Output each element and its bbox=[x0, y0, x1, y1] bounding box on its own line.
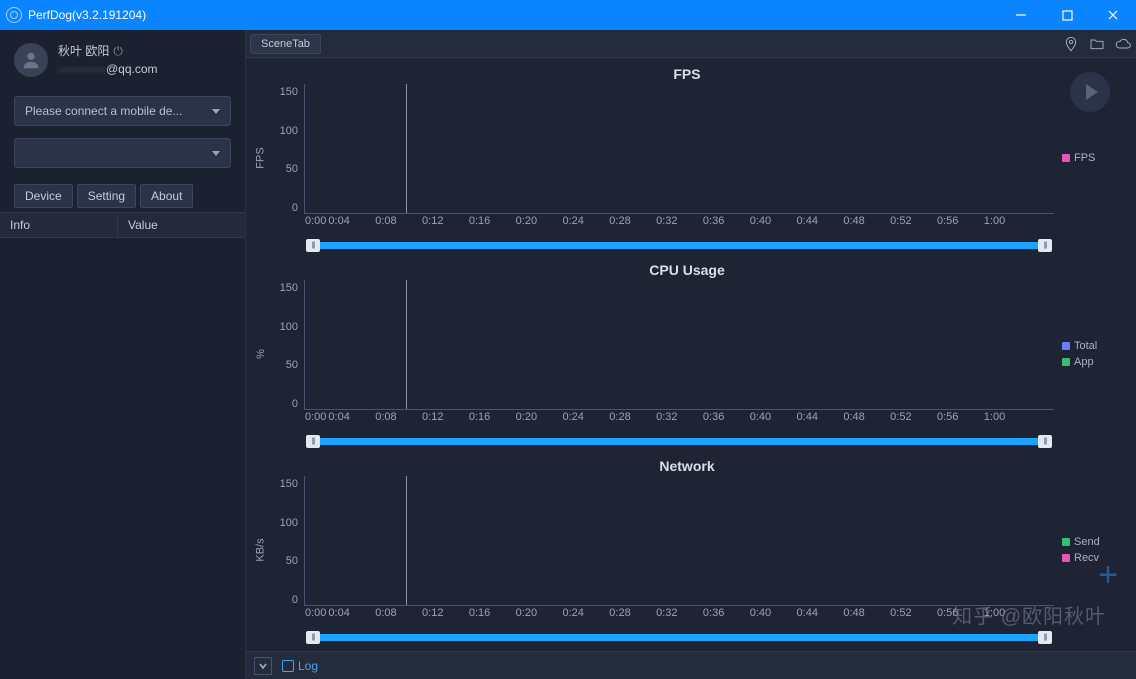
chart-net-legend: Send Recv bbox=[1054, 476, 1124, 624]
cloud-icon[interactable] bbox=[1110, 30, 1136, 58]
chevron-down-icon bbox=[212, 109, 220, 114]
log-checkbox[interactable]: Log bbox=[282, 659, 318, 673]
app-icon bbox=[6, 7, 22, 23]
col-info: Info bbox=[0, 213, 118, 237]
legend-item[interactable]: FPS bbox=[1062, 152, 1124, 164]
main-panel: SceneTab FPS FPS 150100500 0:000:0 bbox=[246, 30, 1136, 679]
chart-net-xticks: 0:000:040:080:120:160:200:240:280:320:36… bbox=[305, 607, 1054, 623]
chart-net-title: Network bbox=[250, 454, 1124, 476]
sidebar: 秋叶 欧阳 ⏻ ————@qq.com Please connect a mobi… bbox=[0, 30, 246, 679]
legend-item[interactable]: App bbox=[1062, 356, 1124, 368]
playhead[interactable] bbox=[406, 84, 407, 213]
chart-cpu: CPU Usage % 150100500 0:000:040:080:120:… bbox=[250, 258, 1124, 448]
col-value: Value bbox=[118, 213, 245, 237]
user-email: @qq.com bbox=[106, 62, 158, 76]
chart-cpu-xticks: 0:000:040:080:120:160:200:240:280:320:36… bbox=[305, 411, 1054, 427]
chevron-down-icon bbox=[212, 151, 220, 156]
device-select-label: Please connect a mobile de... bbox=[25, 104, 182, 118]
toolbar: SceneTab bbox=[246, 30, 1136, 58]
chart-fps-plot[interactable]: 0:000:040:080:120:160:200:240:280:320:36… bbox=[304, 84, 1054, 214]
sidebar-tabs: Device Setting About bbox=[0, 174, 245, 212]
chart-cpu-plot[interactable]: 0:000:040:080:120:160:200:240:280:320:36… bbox=[304, 280, 1054, 410]
maximize-button[interactable] bbox=[1044, 0, 1090, 30]
scrub-handle-left[interactable] bbox=[306, 435, 320, 448]
info-table-header: Info Value bbox=[0, 212, 245, 238]
chart-fps-legend: FPS bbox=[1054, 84, 1124, 232]
scene-tab[interactable]: SceneTab bbox=[250, 34, 321, 54]
legend-item[interactable]: Recv bbox=[1062, 552, 1124, 564]
chart-net-yaxis: 150100500 bbox=[272, 476, 304, 624]
chart-net-plot[interactable]: 0:000:040:080:120:160:200:240:280:320:36… bbox=[304, 476, 1054, 606]
chart-cpu-legend: Total App bbox=[1054, 280, 1124, 428]
chart-fps: FPS FPS 150100500 0:000:040:080:120:160:… bbox=[250, 62, 1124, 252]
legend-item[interactable]: Total bbox=[1062, 340, 1124, 352]
avatar bbox=[14, 43, 48, 77]
user-email-blur: ———— bbox=[58, 62, 106, 76]
legend-item[interactable]: Send bbox=[1062, 536, 1124, 548]
collapse-icon[interactable] bbox=[254, 657, 272, 675]
tab-about[interactable]: About bbox=[140, 184, 193, 208]
scrub-handle-left[interactable] bbox=[306, 631, 320, 644]
chart-fps-scrub[interactable] bbox=[304, 238, 1054, 252]
chart-fps-yaxis: 150100500 bbox=[272, 84, 304, 232]
log-label: Log bbox=[298, 659, 318, 673]
close-button[interactable] bbox=[1090, 0, 1136, 30]
chart-fps-ylabel: FPS bbox=[255, 147, 267, 168]
playhead[interactable] bbox=[406, 476, 407, 605]
folder-icon[interactable] bbox=[1084, 30, 1110, 58]
bottom-bar: Log bbox=[246, 651, 1136, 679]
chart-cpu-scrub[interactable] bbox=[304, 434, 1054, 448]
titlebar: PerfDog(v3.2.191204) bbox=[0, 0, 1136, 30]
user-name: 秋叶 欧阳 bbox=[58, 44, 109, 58]
scrub-handle-right[interactable] bbox=[1038, 435, 1052, 448]
playhead[interactable] bbox=[406, 280, 407, 409]
scrub-handle-right[interactable] bbox=[1038, 631, 1052, 644]
scrub-handle-right[interactable] bbox=[1038, 239, 1052, 252]
chart-cpu-yaxis: 150100500 bbox=[272, 280, 304, 428]
chart-net-scrub[interactable] bbox=[304, 630, 1054, 644]
chart-net: Network KB/s 150100500 0:000:040:080:120… bbox=[250, 454, 1124, 644]
power-icon[interactable]: ⏻ bbox=[113, 42, 123, 60]
chart-cpu-ylabel: % bbox=[255, 349, 267, 359]
scrub-handle-left[interactable] bbox=[306, 239, 320, 252]
chart-fps-xticks: 0:000:040:080:120:160:200:240:280:320:36… bbox=[305, 215, 1054, 231]
chart-cpu-title: CPU Usage bbox=[250, 258, 1124, 280]
app-select[interactable] bbox=[14, 138, 231, 168]
device-select[interactable]: Please connect a mobile de... bbox=[14, 96, 231, 126]
app-window: PerfDog(v3.2.191204) 秋叶 欧阳 ⏻ ————@qq.com … bbox=[0, 0, 1136, 679]
chart-net-ylabel: KB/s bbox=[255, 538, 267, 561]
window-title: PerfDog(v3.2.191204) bbox=[28, 8, 146, 22]
info-table-body bbox=[0, 238, 245, 679]
chart-fps-title: FPS bbox=[250, 62, 1124, 84]
charts-area: FPS FPS 150100500 0:000:040:080:120:160:… bbox=[246, 58, 1136, 651]
minimize-button[interactable] bbox=[998, 0, 1044, 30]
tab-device[interactable]: Device bbox=[14, 184, 73, 208]
location-icon[interactable] bbox=[1058, 30, 1084, 58]
tab-setting[interactable]: Setting bbox=[77, 184, 136, 208]
user-block: 秋叶 欧阳 ⏻ ————@qq.com bbox=[0, 30, 245, 90]
